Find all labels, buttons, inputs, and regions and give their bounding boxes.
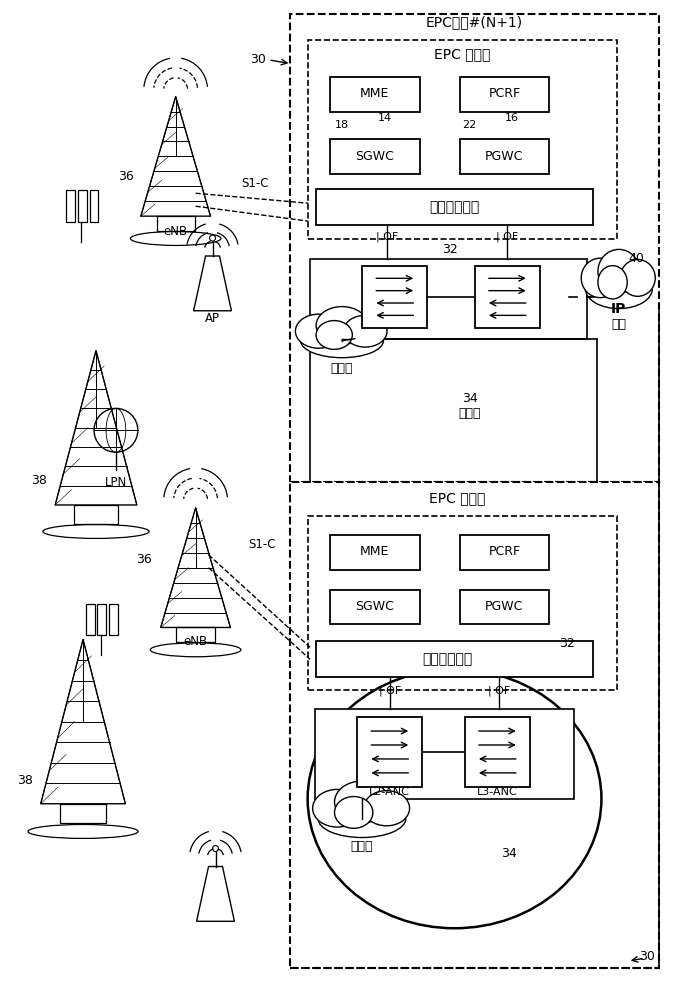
Text: EPC 控制器: EPC 控制器 xyxy=(434,47,490,61)
Bar xyxy=(60,804,106,823)
Bar xyxy=(291,482,659,968)
Bar xyxy=(460,77,549,112)
Bar xyxy=(89,190,98,222)
Bar xyxy=(460,535,549,570)
Text: 32: 32 xyxy=(442,243,458,256)
Text: 30: 30 xyxy=(250,53,266,66)
Text: 38: 38 xyxy=(31,474,47,487)
Bar xyxy=(362,266,427,328)
Bar xyxy=(330,590,419,624)
Bar xyxy=(78,190,87,222)
Ellipse shape xyxy=(312,789,362,827)
Bar xyxy=(315,709,574,799)
Text: MME: MME xyxy=(360,87,389,100)
Bar xyxy=(330,535,419,570)
Bar xyxy=(291,14,659,482)
Ellipse shape xyxy=(598,266,627,299)
Text: 22: 22 xyxy=(462,120,477,130)
Text: 交换机控制器: 交换机控制器 xyxy=(422,652,473,666)
Text: 传输面: 传输面 xyxy=(458,407,481,420)
Ellipse shape xyxy=(295,314,342,348)
Text: 网络: 网络 xyxy=(611,318,626,331)
Text: 34: 34 xyxy=(501,847,517,860)
Ellipse shape xyxy=(598,249,640,293)
Text: L2-ANC: L2-ANC xyxy=(370,787,411,797)
Ellipse shape xyxy=(581,258,619,298)
Text: EPC站点#(N+1): EPC站点#(N+1) xyxy=(426,15,523,29)
Ellipse shape xyxy=(585,269,652,309)
Bar xyxy=(308,516,617,690)
Circle shape xyxy=(213,846,218,852)
Text: 36: 36 xyxy=(118,170,134,183)
Ellipse shape xyxy=(150,643,241,657)
Ellipse shape xyxy=(335,781,389,823)
Ellipse shape xyxy=(316,307,368,344)
Text: PGWC: PGWC xyxy=(485,150,524,163)
Text: PCRF: PCRF xyxy=(488,87,520,100)
Text: eNB: eNB xyxy=(183,635,207,648)
Text: 40: 40 xyxy=(629,252,644,265)
Ellipse shape xyxy=(318,800,406,838)
Circle shape xyxy=(209,235,216,241)
Text: 14: 14 xyxy=(378,113,392,123)
Bar xyxy=(156,216,195,231)
Bar xyxy=(357,717,422,787)
Bar xyxy=(308,40,617,239)
Bar xyxy=(74,505,119,524)
Bar xyxy=(330,139,419,174)
Text: PCRF: PCRF xyxy=(488,545,520,558)
Text: MME: MME xyxy=(360,545,389,558)
Text: S1-C: S1-C xyxy=(241,177,269,190)
Ellipse shape xyxy=(28,824,138,838)
Text: AP: AP xyxy=(205,312,220,325)
Bar xyxy=(316,189,593,225)
Text: IP: IP xyxy=(611,302,627,316)
Bar xyxy=(460,139,549,174)
Ellipse shape xyxy=(620,260,655,296)
Text: 30: 30 xyxy=(639,950,655,963)
Bar xyxy=(109,604,119,635)
Text: | OF: | OF xyxy=(379,686,401,696)
Text: 34: 34 xyxy=(462,392,477,405)
Bar xyxy=(177,627,215,642)
Bar xyxy=(65,190,74,222)
Text: 以太网: 以太网 xyxy=(351,840,373,853)
Text: | OF: | OF xyxy=(496,232,518,242)
Bar xyxy=(475,266,539,328)
Text: | OF: | OF xyxy=(376,232,398,242)
Text: 以太网: 以太网 xyxy=(331,362,353,375)
Text: 36: 36 xyxy=(136,553,151,566)
Bar xyxy=(316,641,593,677)
Text: SGWC: SGWC xyxy=(355,150,394,163)
Ellipse shape xyxy=(43,524,149,538)
Ellipse shape xyxy=(301,324,383,358)
Ellipse shape xyxy=(335,797,373,828)
Bar xyxy=(98,604,106,635)
Bar xyxy=(85,604,95,635)
Text: eNB: eNB xyxy=(164,225,188,238)
Text: PGWC: PGWC xyxy=(485,600,524,613)
Ellipse shape xyxy=(344,315,387,347)
Text: | OF: | OF xyxy=(488,686,511,696)
Text: 32: 32 xyxy=(559,637,575,650)
Text: 18: 18 xyxy=(335,120,349,130)
Bar xyxy=(330,77,419,112)
Text: S1-C: S1-C xyxy=(248,538,276,551)
Ellipse shape xyxy=(130,231,221,245)
Ellipse shape xyxy=(364,791,410,826)
Text: 38: 38 xyxy=(17,774,33,787)
Bar xyxy=(465,717,530,787)
Text: EPC 控制器: EPC 控制器 xyxy=(430,491,486,505)
Bar xyxy=(310,259,587,339)
Text: L3-ANC: L3-ANC xyxy=(477,787,518,797)
Text: LPN: LPN xyxy=(105,476,127,489)
Ellipse shape xyxy=(316,321,353,349)
Text: SGWC: SGWC xyxy=(355,600,394,613)
Text: 16: 16 xyxy=(505,113,519,123)
Bar xyxy=(460,590,549,624)
Text: 交换机控制器: 交换机控制器 xyxy=(430,200,479,214)
